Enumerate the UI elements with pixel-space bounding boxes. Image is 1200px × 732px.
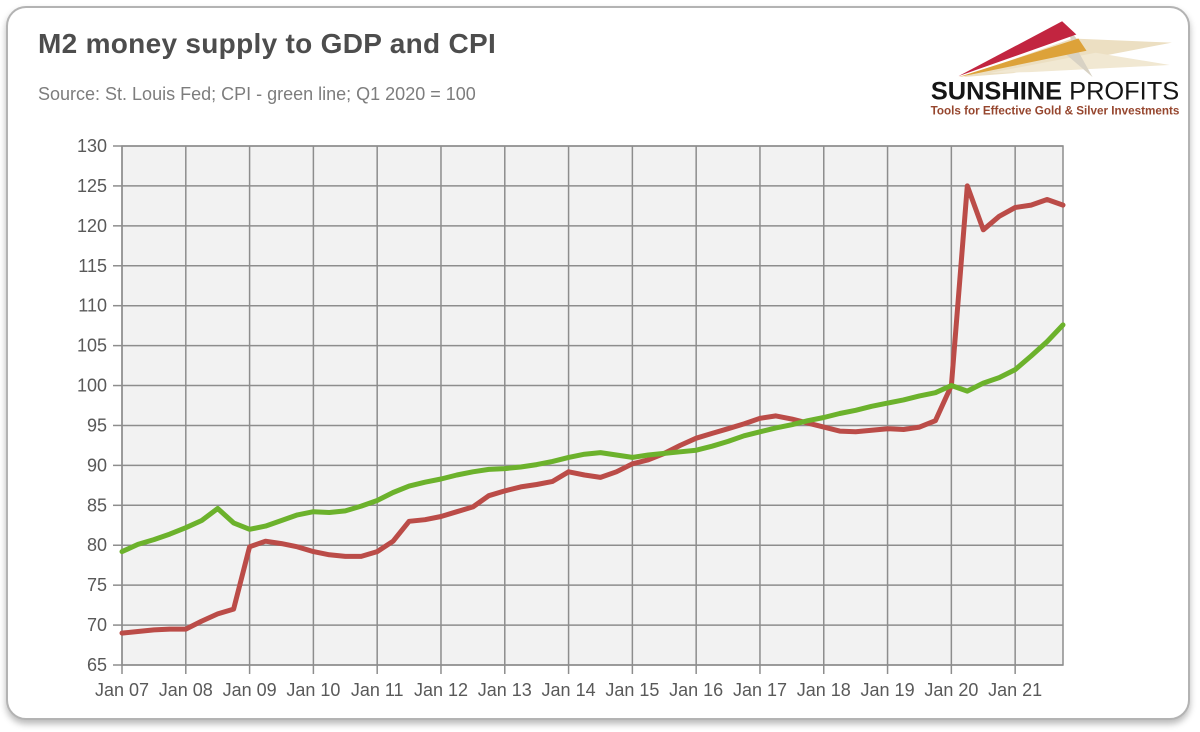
chart-source-note: Source: St. Louis Fed; CPI - green line;… [38,84,476,104]
x-axis-label: Jan 19 [861,680,915,700]
plot-border [121,145,1064,666]
y-axis-label: 130 [77,136,107,156]
series-line-m2-money-supply-to-gdp [119,183,1066,636]
logo-ray-gold [958,38,1087,78]
x-axis-label: Jan 16 [669,680,723,700]
y-axis-label: 75 [87,575,107,595]
logo-tagline: Tools for Effective Gold & Silver Invest… [931,105,1180,118]
x-axis-label: Jan 10 [286,680,340,700]
y-axis-label: 85 [87,495,107,515]
y-axis-label: 70 [87,615,107,635]
x-axis-label: Jan 11 [351,680,404,700]
axis-labels: 65 70 75 80 85 90 95 100 105 110 115 120 125 130 Jan 0… [77,136,1042,700]
x-axis-label: Jan 15 [605,680,659,700]
x-axis-label: Jan 17 [733,680,787,700]
x-axis-label: Jan 21 [988,680,1042,700]
x-axis-label: Jan 14 [542,680,596,700]
logo-ray-red [958,21,1077,77]
y-axis-label: 120 [77,216,107,236]
x-axis-label: Jan 12 [414,680,468,700]
y-axis-label: 90 [87,455,107,475]
series-line-cpi [119,322,1066,555]
x-axis-label: Jan 08 [159,680,213,700]
logo-ray-beige [962,38,1172,78]
logo-bolt-icon [1064,28,1093,78]
y-axis-label: 125 [77,176,107,196]
y-axis-label: 65 [87,655,107,675]
y-axis-label: 105 [77,336,107,356]
sunshine-profits-logo: SUNSHINE PROFITS Tools for Effective Gold… [928,14,1182,120]
x-axis-label: Jan 07 [95,680,149,700]
logo-brand-text: SUNSHINE PROFITS [931,78,1179,106]
x-axis-label: Jan 13 [478,680,532,700]
y-axis-label: 95 [87,415,107,435]
logo-brand-primary: SUNSHINE [931,78,1062,106]
sunshine-profits-logo-graphic: SUNSHINE PROFITS Tools for Effective Gold… [931,21,1180,118]
x-axis-label: Jan 18 [797,680,851,700]
page-title: M2 money supply to GDP and CPI [38,28,497,59]
y-axis-label: 100 [77,376,107,396]
y-axis-label: 110 [78,296,107,316]
plot-background [122,146,1063,665]
x-axis-label: Jan 09 [223,680,277,700]
y-axis-label: 80 [87,535,107,555]
y-axis-label: 115 [78,256,107,276]
logo-brand-secondary: PROFITS [1069,78,1179,106]
x-axis-label: Jan 20 [924,680,978,700]
